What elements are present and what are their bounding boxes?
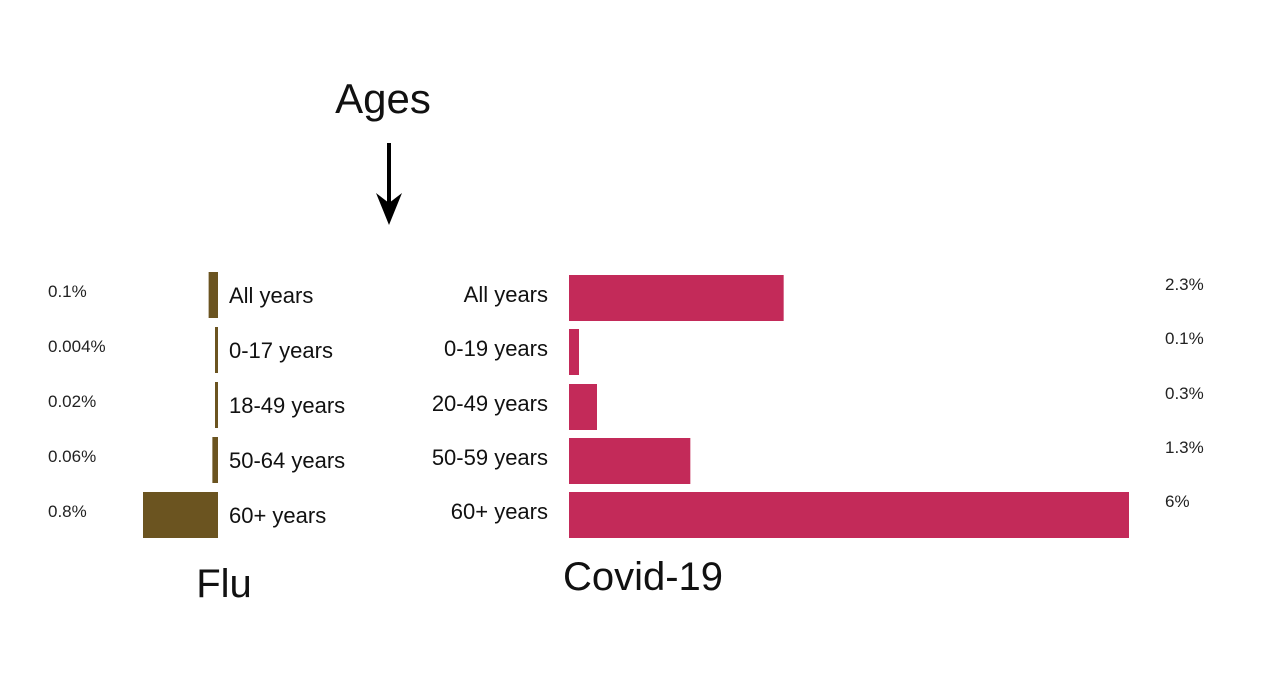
flu-category-label: 0-17 years (229, 338, 333, 363)
flu-bar (143, 492, 218, 538)
flu-bar (208, 272, 218, 318)
covid-category-label: All years (464, 282, 548, 307)
flu-category-label: 18-49 years (229, 393, 345, 418)
flu-category-label: 50-64 years (229, 448, 345, 473)
flu-category-label: All years (229, 283, 313, 308)
covid-chart: All years 2.3% 0-19 years 0.1% 20-49 years 0.… (432, 275, 1204, 538)
flu-value-label: 0.8% (48, 502, 87, 521)
covid-chart-title: Covid-19 (563, 555, 723, 599)
covid-category-label: 50-59 years (432, 445, 548, 470)
flu-value-label: 0.02% (48, 392, 96, 411)
covid-bar (569, 275, 784, 321)
covid-category-label: 60+ years (451, 499, 548, 524)
flu-bar (215, 382, 218, 428)
covid-bar (569, 438, 691, 484)
covid-category-label: 20-49 years (432, 391, 548, 416)
flu-bar (212, 437, 218, 483)
covid-value-label: 0.3% (1165, 384, 1204, 403)
covid-value-label: 0.1% (1165, 329, 1204, 348)
covid-bar (569, 384, 597, 430)
covid-value-label: 1.3% (1165, 438, 1204, 457)
covid-value-label: 2.3% (1165, 275, 1204, 294)
down-arrow-icon (376, 143, 402, 225)
flu-value-label: 0.004% (48, 337, 106, 356)
covid-value-label: 6% (1165, 492, 1190, 511)
covid-bar (569, 329, 579, 375)
flu-chart: All years 0.1% 0-17 years 0.004% 18-49 years… (48, 272, 345, 538)
ages-header: Ages (335, 75, 431, 122)
flu-chart-title: Flu (196, 562, 252, 606)
flu-value-label: 0.06% (48, 447, 96, 466)
flu-category-label: 60+ years (229, 503, 326, 528)
flu-value-label: 0.1% (48, 282, 87, 301)
covid-bar (569, 492, 1129, 538)
flu-bar (215, 327, 218, 373)
covid-category-label: 0-19 years (444, 336, 548, 361)
